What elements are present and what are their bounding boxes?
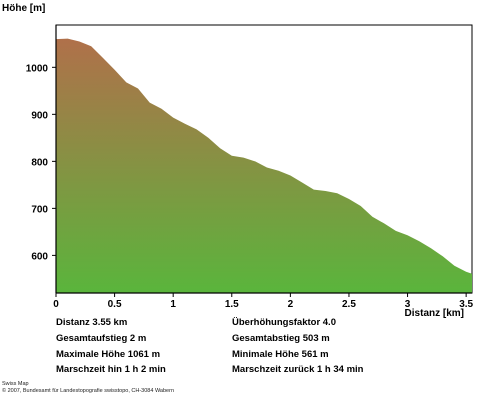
y-tick-label: 900 xyxy=(31,110,48,121)
stat-ascent: Gesamtaufstieg 2 m xyxy=(56,333,147,344)
footer-copyright: © 2007, Bundesamt für Landestopografie s… xyxy=(2,388,175,394)
stat-time-there: Marschzeit hin 1 h 2 min xyxy=(56,364,166,375)
y-tick-label: 700 xyxy=(31,204,48,215)
x-tick-label: 0 xyxy=(53,299,59,310)
x-tick-label: 1.5 xyxy=(225,299,239,310)
stat-exaggeration: Überhöhungsfaktor 4.0 xyxy=(232,317,336,328)
y-tick-label: 1000 xyxy=(26,63,49,74)
y-tick-label: 800 xyxy=(31,157,48,168)
x-tick-label: 3.5 xyxy=(459,299,473,310)
x-axis-title: Distanz [km] xyxy=(405,308,464,319)
stat-distance: Distanz 3.55 km xyxy=(56,317,128,328)
x-tick-label: 3 xyxy=(405,299,411,310)
stat-time-back: Marschzeit zurück 1 h 34 min xyxy=(232,364,364,375)
y-tick-label: 600 xyxy=(31,251,48,262)
y-axis-ticks: 600 700 800 900 1000 xyxy=(26,63,56,262)
x-tick-label: 2 xyxy=(288,299,294,310)
stat-descent: Gesamtabstieg 503 m xyxy=(232,333,330,344)
x-axis-ticks: 0 0.5 1 1.5 2 2.5 3 3.5 xyxy=(53,293,474,310)
x-tick-label: 2.5 xyxy=(342,299,356,310)
stat-max-height: Maximale Höhe 1061 m xyxy=(56,349,161,360)
x-tick-label: 1 xyxy=(170,299,176,310)
elevation-area xyxy=(56,38,472,293)
footer-source: Swiss Map xyxy=(2,381,29,387)
x-tick-label: 0.5 xyxy=(108,299,122,310)
stat-min-height: Minimale Höhe 561 m xyxy=(232,349,329,360)
y-axis-title: Höhe [m] xyxy=(2,3,45,14)
